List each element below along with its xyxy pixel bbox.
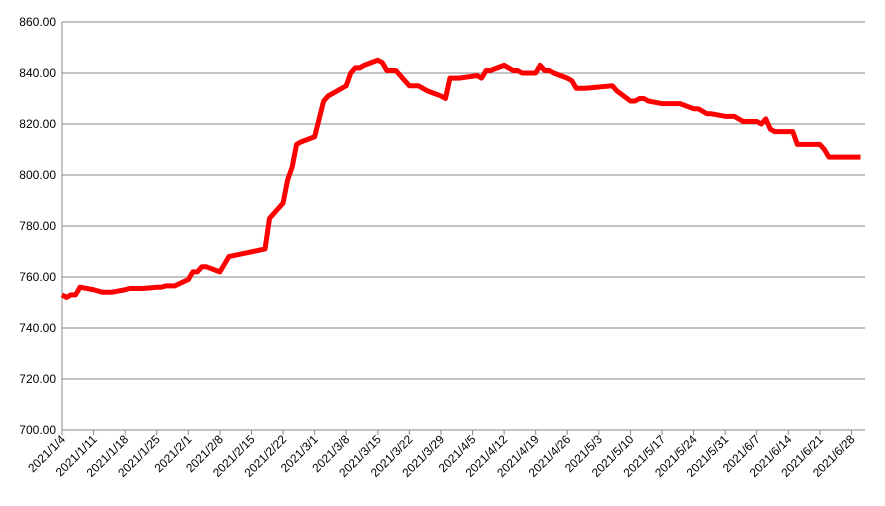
y-tick-label: 840.00	[19, 66, 56, 80]
line	[60, 57, 861, 300]
y-tick-label: 780.00	[19, 219, 56, 233]
y-tick-label: 720.00	[19, 372, 56, 386]
y-tick-label: 740.00	[19, 321, 56, 335]
y-tick-label: 700.00	[19, 423, 56, 437]
y-tick-label: 760.00	[19, 270, 56, 284]
y-tick-label: 800.00	[19, 168, 56, 182]
y-tick-label: 820.00	[19, 117, 56, 131]
y-tick-label: 860.00	[19, 15, 56, 29]
